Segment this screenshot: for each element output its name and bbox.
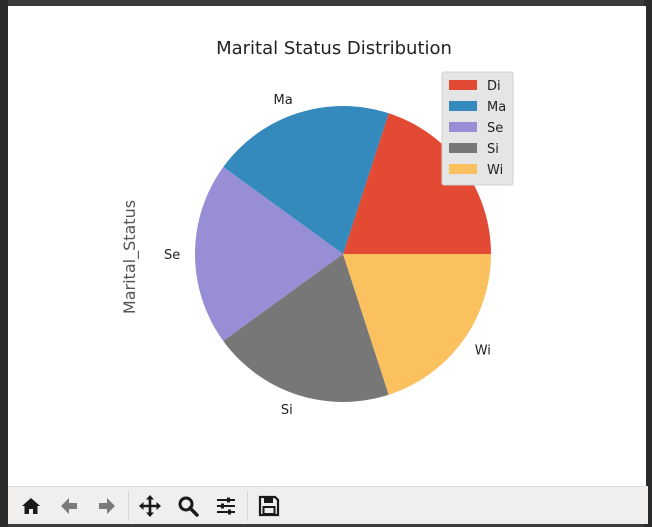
legend-label-si: Si <box>487 142 499 157</box>
background-window-edge-left <box>0 0 8 527</box>
pie-slice-ma <box>223 105 389 254</box>
slice-label-si: Si <box>281 403 293 418</box>
pie-slices <box>195 105 491 403</box>
configure-subplots-button[interactable] <box>209 489 243 523</box>
legend-swatch-wi <box>449 164 477 174</box>
legend-label-di: Di <box>487 79 501 94</box>
zoom-button[interactable] <box>171 489 205 523</box>
save-icon <box>258 495 280 516</box>
legend-swatch-di <box>449 80 477 90</box>
chart-title: Marital Status Distribution <box>216 38 452 59</box>
slice-label-se: Se <box>164 248 180 263</box>
legend-frame <box>441 71 514 186</box>
pan-icon <box>139 494 161 517</box>
save-button[interactable] <box>252 489 286 523</box>
figure-window: Marital Status Distribution Marital_Stat… <box>8 6 648 524</box>
zoom-icon <box>178 496 199 517</box>
forward-arrow-icon <box>99 497 115 514</box>
configure-subplots-icon <box>217 497 235 514</box>
legend-swatch-se <box>449 122 477 132</box>
forward-button[interactable] <box>90 489 124 523</box>
back-button[interactable] <box>52 489 86 523</box>
pie-chart: Marital Status Distribution Marital_Stat… <box>120 38 514 418</box>
y-axis-label: Marital_Status <box>120 200 140 314</box>
toolbar-separator <box>247 490 248 521</box>
navigation-toolbar <box>8 486 648 524</box>
background-window-edge-right <box>644 0 652 527</box>
home-icon <box>22 497 40 514</box>
pie-slice-wi <box>343 254 491 395</box>
pie-slice-si <box>223 254 389 403</box>
back-arrow-icon <box>61 497 77 514</box>
toolbar-separator <box>128 490 129 521</box>
legend-label-ma: Ma <box>487 100 506 115</box>
home-button[interactable] <box>14 489 48 523</box>
slice-label-wi: Wi <box>475 344 491 359</box>
pan-button[interactable] <box>133 489 167 523</box>
legend-label-se: Se <box>487 121 503 136</box>
legend-swatch-si <box>449 143 477 153</box>
legend: Di Ma Se Si Wi <box>441 71 514 186</box>
figure-canvas: Marital Status Distribution Marital_Stat… <box>8 6 646 486</box>
legend-swatch-ma <box>449 101 477 111</box>
pie-slice-se <box>195 167 343 341</box>
legend-label-wi: Wi <box>487 163 503 178</box>
slice-label-ma: Ma <box>274 93 293 108</box>
pie-slice-di <box>343 113 491 255</box>
